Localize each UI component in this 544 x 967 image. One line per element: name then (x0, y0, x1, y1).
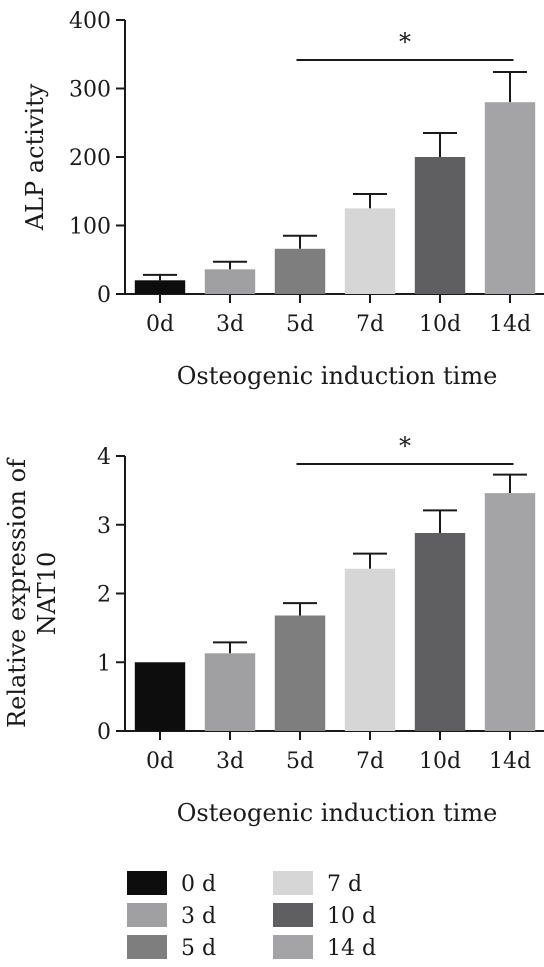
nat10-y-tick-label: 2 (97, 583, 111, 608)
legend-swatch-10d (273, 903, 313, 927)
nat10-bar-5d (274, 615, 326, 731)
nat10-bar-3d (204, 653, 256, 731)
legend-label-10d: 10 d (327, 904, 376, 929)
alp-bar-0d (134, 280, 186, 294)
alp-bar-14d (484, 102, 536, 294)
nat10-x-axis-title: Osteogenic induction time (177, 799, 498, 827)
alp-bar-3d (204, 269, 256, 294)
alp-x-axis-title: Osteogenic induction time (177, 362, 498, 390)
nat10-x-tick-label: 3d (216, 749, 244, 774)
legend: 0 d 3 d 5 d 7 d 10 d 14 d (127, 871, 376, 961)
nat10-x-tick-label: 0d (146, 749, 174, 774)
nat10-x-tick-label: 5d (286, 749, 314, 774)
nat10-y-axis-title: Relative expression of (3, 457, 31, 728)
nat10-expression-chart: 0 1 2 3 4 0d 3d 5d 7d 10d 14d * Osteogenic induction… (3, 432, 544, 827)
nat10-significance-star: * (399, 432, 411, 460)
legend-swatch-3d (127, 903, 167, 927)
alp-x-tick-label: 0d (146, 312, 174, 337)
alp-activity-chart: 0 100 200 300 400 0d 3d 5d 7d 10d 14d * Osteogenic i… (21, 9, 544, 390)
nat10-y-tick-label: 4 (97, 445, 111, 470)
alp-bar-5d (274, 248, 326, 294)
alp-significance-star: * (399, 28, 411, 56)
legend-swatch-14d (273, 935, 313, 959)
alp-y-tick-label: 0 (97, 283, 111, 308)
alp-x-tick-label: 7d (356, 312, 384, 337)
alp-bar-7d (344, 208, 396, 294)
nat10-y-tick-label: 0 (97, 720, 111, 745)
nat10-x-tick-label: 14d (489, 749, 531, 774)
nat10-bar-14d (484, 493, 536, 731)
legend-label-5d: 5 d (181, 936, 216, 961)
legend-label-3d: 3 d (181, 904, 216, 929)
alp-y-axis-title: ALP activity (21, 83, 49, 231)
legend-label-0d: 0 d (181, 872, 216, 897)
legend-label-14d: 14 d (327, 936, 376, 961)
nat10-x-tick-label: 10d (419, 749, 461, 774)
alp-y-tick-label: 100 (69, 215, 111, 240)
legend-label-7d: 7 d (327, 872, 362, 897)
nat10-bar-7d (344, 568, 396, 731)
nat10-bar-10d (414, 533, 466, 731)
alp-y-tick-label: 300 (69, 78, 111, 103)
legend-swatch-7d (273, 871, 313, 895)
alp-y-tick-label: 200 (69, 146, 111, 171)
nat10-y-tick-label: 3 (97, 514, 111, 539)
nat10-y-tick-label: 1 (97, 651, 111, 676)
nat10-x-tick-label: 7d (356, 749, 384, 774)
nat10-bar-0d (134, 662, 186, 731)
alp-x-tick-label: 5d (286, 312, 314, 337)
alp-bar-10d (414, 157, 466, 294)
legend-swatch-5d (127, 935, 167, 959)
alp-x-tick-label: 3d (216, 312, 244, 337)
legend-swatch-0d (127, 871, 167, 895)
alp-y-tick-label: 400 (69, 9, 111, 34)
alp-x-tick-label: 10d (419, 312, 461, 337)
nat10-y-axis-title: NAT10 (33, 552, 61, 636)
alp-x-tick-label: 14d (489, 312, 531, 337)
